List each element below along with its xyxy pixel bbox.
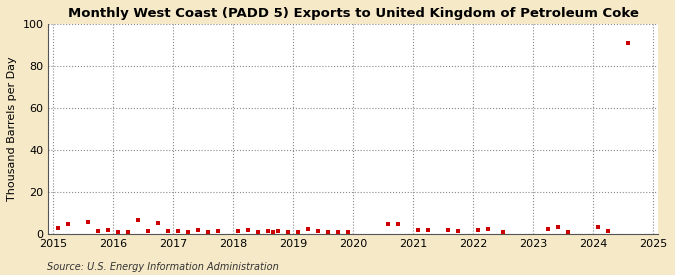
Point xyxy=(603,229,614,233)
Point xyxy=(183,230,194,234)
Point xyxy=(543,227,554,231)
Point xyxy=(163,229,173,233)
Point xyxy=(63,222,74,227)
Point xyxy=(423,227,433,232)
Point xyxy=(273,229,284,233)
Point xyxy=(83,220,94,225)
Point xyxy=(443,227,454,232)
Point xyxy=(202,230,213,234)
Point xyxy=(553,224,564,229)
Point xyxy=(123,230,134,234)
Point xyxy=(263,229,273,233)
Point xyxy=(213,229,223,233)
Point xyxy=(153,221,163,226)
Point xyxy=(383,222,394,227)
Point xyxy=(313,229,323,233)
Point xyxy=(333,230,344,234)
Point xyxy=(563,230,574,234)
Point xyxy=(623,41,634,45)
Point xyxy=(53,226,63,230)
Point xyxy=(483,227,493,231)
Point xyxy=(243,227,254,232)
Point xyxy=(233,229,244,233)
Point xyxy=(253,230,264,234)
Point xyxy=(268,230,279,234)
Point xyxy=(323,230,333,235)
Point xyxy=(103,227,113,232)
Point xyxy=(343,230,354,234)
Point xyxy=(453,229,464,233)
Point xyxy=(413,227,424,232)
Y-axis label: Thousand Barrels per Day: Thousand Barrels per Day xyxy=(7,57,17,201)
Point xyxy=(593,224,603,229)
Point xyxy=(92,229,103,233)
Point xyxy=(133,218,144,222)
Point xyxy=(173,229,184,233)
Text: Source: U.S. Energy Information Administration: Source: U.S. Energy Information Administ… xyxy=(47,262,279,272)
Point xyxy=(113,230,124,234)
Point xyxy=(293,230,304,234)
Point xyxy=(503,235,514,239)
Title: Monthly West Coast (PADD 5) Exports to United Kingdom of Petroleum Coke: Monthly West Coast (PADD 5) Exports to U… xyxy=(68,7,639,20)
Point xyxy=(393,222,404,227)
Point xyxy=(193,227,204,232)
Point xyxy=(498,230,509,234)
Point xyxy=(283,230,294,234)
Point xyxy=(472,227,483,232)
Point xyxy=(303,227,314,231)
Point xyxy=(142,229,153,233)
